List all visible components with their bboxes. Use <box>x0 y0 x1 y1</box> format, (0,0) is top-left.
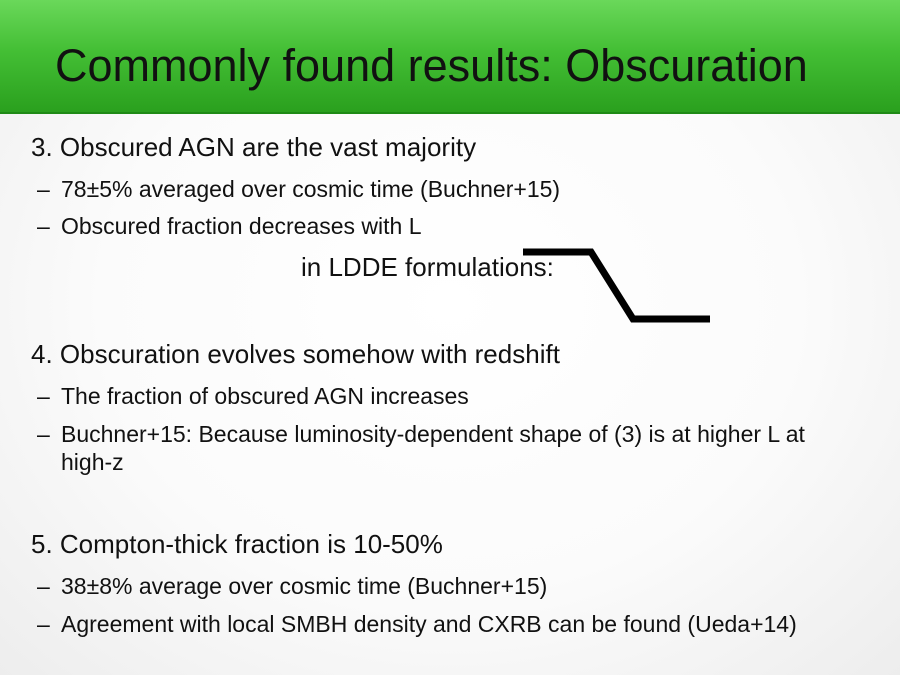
bullet-text: Buchner+15: Because luminosity-dependent… <box>61 421 805 475</box>
title-bar: Commonly found results: Obscuration <box>0 0 900 114</box>
ldde-note: in LDDE formulations: <box>301 252 554 282</box>
bullet-text: Agreement with local SMBH density and CX… <box>61 611 797 637</box>
bullet-marker: – <box>37 421 50 447</box>
bullet-text: Obscured fraction decreases with L <box>61 213 422 239</box>
section-heading-5: 5. Compton-thick fraction is 10-50% <box>31 529 443 559</box>
step-down-line-icon <box>523 248 710 323</box>
section-heading-3: 3. Obscured AGN are the vast majority <box>31 132 477 162</box>
bullet-marker: – <box>37 573 50 599</box>
bullet-text: 78±5% averaged over cosmic time (Buchner… <box>61 176 561 202</box>
bullet-marker: – <box>37 611 50 637</box>
section-heading-4: 4. Obscuration evolves somehow with reds… <box>31 339 560 369</box>
bullet-marker: – <box>37 176 50 202</box>
bullet-text: The fraction of obscured AGN increases <box>61 383 469 409</box>
slide-title: Commonly found results: Obscuration <box>55 40 808 91</box>
bullet-text: 38±8% average over cosmic time (Buchner+… <box>61 573 548 599</box>
bullet-marker: – <box>37 383 50 409</box>
bullet-marker: – <box>37 213 50 239</box>
